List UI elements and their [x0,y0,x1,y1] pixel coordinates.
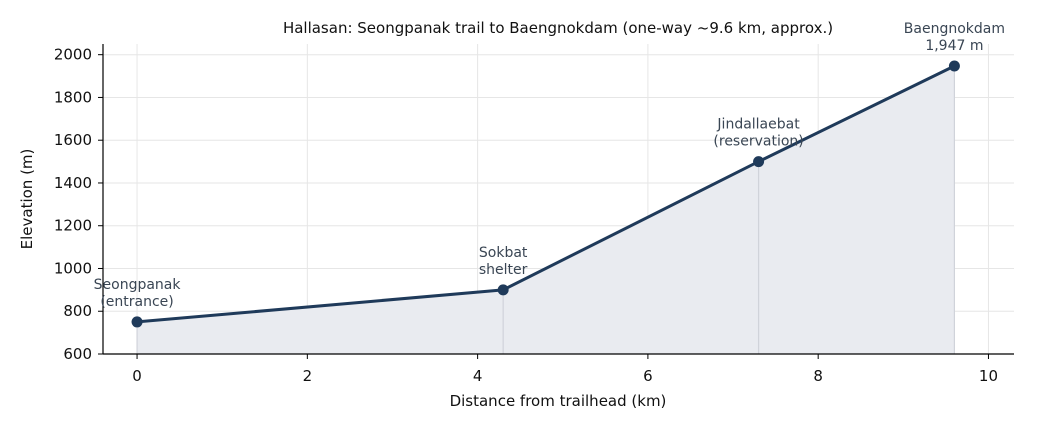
data-point [131,316,143,328]
x-tick-label: 10 [979,367,998,385]
point-annotation-line: (entrance) [100,294,173,310]
y-tick-label: 1200 [54,217,92,235]
point-annotation: Seongpanak (entrance) [94,277,182,310]
y-tick-label: 1400 [54,174,92,192]
chart-title: Hallasan: Seongpanak trail to Baengnokda… [283,19,833,37]
y-tick-label: 800 [63,302,92,320]
y-tick-label: 1800 [54,88,92,106]
y-tick-label: 2000 [54,46,92,64]
data-point [497,284,509,296]
point-annotation-line: Seongpanak [94,277,182,293]
point-annotation: Sokbat shelter [479,245,528,278]
data-point [753,156,765,168]
x-tick-label: 4 [473,367,483,385]
point-annotation-line: Sokbat [479,245,528,261]
y-tick-label: 600 [63,345,92,363]
area-fill [137,66,955,354]
point-annotation: Jindallaebat (reservation) [713,117,803,150]
y-tick-label: 1000 [54,259,92,277]
x-tick-label: 0 [132,367,142,385]
point-annotations: Seongpanak (entrance) Sokbat shelter Jindall… [94,21,1005,310]
point-annotation: Baengnokdam 1,947 m [904,21,1005,54]
drop-lines [136,66,956,354]
point-annotation-line: Jindallaebat [716,117,800,133]
elevation-line-path [136,64,956,324]
point-annotation-line: Baengnokdam [904,21,1005,37]
x-tick-label: 2 [303,367,313,385]
x-tick-label: 8 [813,367,823,385]
point-annotation-line: shelter [479,262,528,278]
y-axis-label: Elevation (m) [18,149,36,250]
axes: 0 2 4 6 8 10 600 800 1000 1200 1400 1600 1800 2000 [54,44,1014,385]
x-tick-label: 6 [643,367,653,385]
data-point [948,60,960,72]
y-tick-label: 1600 [54,131,92,149]
elevation-area [137,66,955,354]
x-axis-label: Distance from trailhead (km) [450,392,667,410]
point-annotation-line: (reservation) [713,134,803,150]
elevation-line [136,64,956,324]
point-annotation-line: 1,947 m [925,38,983,54]
data-points [131,60,960,328]
